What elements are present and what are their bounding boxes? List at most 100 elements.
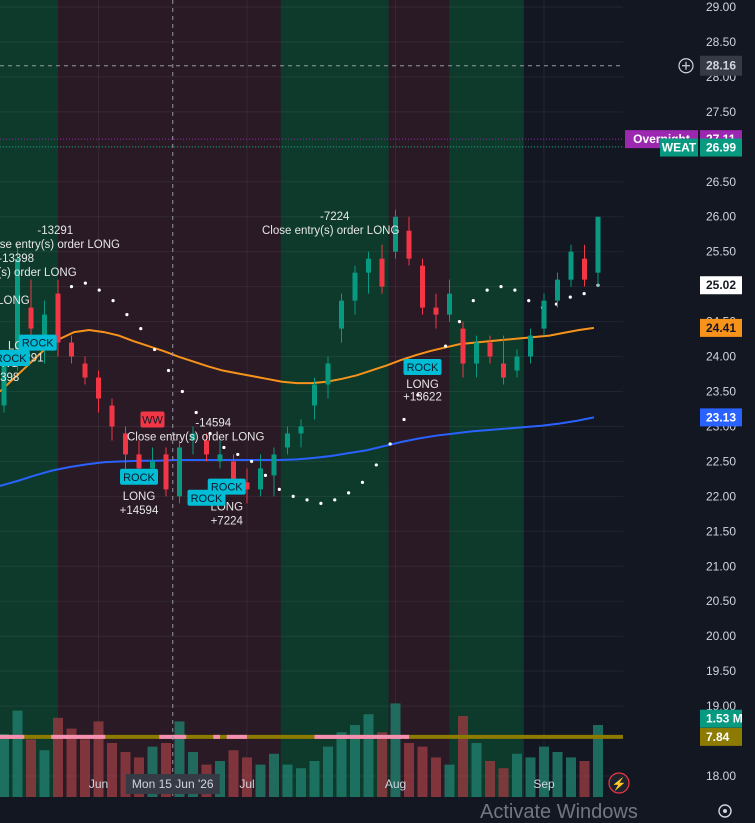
crosshair bbox=[0, 0, 678, 797]
sar-dot bbox=[153, 347, 157, 352]
volume-bar bbox=[282, 764, 293, 797]
candle-body bbox=[298, 426, 304, 434]
price-tag-value: 23.13 bbox=[706, 410, 736, 424]
sar-dot bbox=[347, 491, 351, 495]
zone-green bbox=[280, 0, 389, 797]
volume-bar bbox=[350, 725, 360, 797]
candle-body bbox=[163, 454, 169, 490]
volume-bars bbox=[0, 703, 603, 797]
candle-body bbox=[528, 335, 533, 357]
sar-dot bbox=[69, 285, 74, 289]
misc: ⚡ Activate Windows bbox=[480, 772, 732, 823]
volume-bar bbox=[215, 761, 225, 797]
indicator-strip-segment bbox=[314, 734, 409, 739]
sar-dot bbox=[277, 487, 281, 491]
sar-dot bbox=[194, 410, 198, 415]
price-tag-value-box bbox=[700, 408, 742, 427]
candle-body bbox=[217, 454, 223, 462]
volume-bar bbox=[498, 768, 509, 797]
price-tick-label: 21.00 bbox=[706, 559, 736, 573]
price-tag-value: 7.84 bbox=[706, 730, 730, 744]
windows-watermark: Activate Windows bbox=[480, 801, 638, 823]
volume-bar bbox=[161, 743, 171, 797]
price-tick-label: 18.00 bbox=[706, 769, 736, 783]
price-tick-label: 22.50 bbox=[706, 454, 736, 468]
sar-dot bbox=[582, 292, 586, 296]
indicator-strip-segment bbox=[213, 734, 220, 739]
volume-bar bbox=[107, 743, 117, 797]
sar-dot bbox=[471, 299, 475, 303]
sar-dot bbox=[305, 498, 309, 502]
price-tick-label: 29.00 bbox=[706, 0, 736, 14]
candle-body bbox=[514, 356, 520, 371]
lightning-glyph: ⚡ bbox=[612, 777, 627, 791]
zone-red bbox=[388, 0, 450, 797]
sar-dot bbox=[236, 452, 240, 457]
volume-bar bbox=[431, 757, 441, 797]
volume-bar bbox=[39, 750, 50, 797]
annotation-text: +13622 bbox=[403, 392, 442, 404]
price-tick-label: 19.50 bbox=[706, 664, 736, 678]
sar-dot bbox=[97, 288, 101, 292]
price-tick-label: 26.00 bbox=[706, 210, 736, 224]
indicator-strip-segment bbox=[226, 734, 247, 739]
lightning-icon[interactable] bbox=[608, 772, 630, 794]
candle-body bbox=[123, 433, 128, 455]
candle-body bbox=[136, 454, 142, 469]
ema-orange-line bbox=[0, 326, 595, 393]
rock-label-text: ROCK bbox=[0, 353, 27, 365]
settings-gear-icon-center bbox=[723, 809, 727, 813]
annotation-text: -13398 bbox=[0, 253, 34, 265]
rock-label-text: WW bbox=[142, 414, 163, 426]
price-tick-label: 20.50 bbox=[706, 594, 736, 608]
volume-bar bbox=[255, 764, 266, 797]
candle-body bbox=[271, 454, 277, 476]
candle-body bbox=[406, 230, 412, 259]
settings-gear-icon[interactable] bbox=[718, 804, 732, 818]
rock-label-text: ROCK bbox=[22, 338, 54, 350]
price-tag-name: WEAT bbox=[662, 141, 697, 155]
add-alert-icon bbox=[678, 58, 694, 74]
candle-body bbox=[352, 272, 358, 301]
candle-body bbox=[420, 265, 425, 308]
rock-label-box bbox=[0, 349, 30, 366]
volume-bar bbox=[53, 717, 63, 797]
volume-bar bbox=[579, 761, 590, 797]
zone-green bbox=[0, 0, 58, 797]
volume-bar bbox=[66, 728, 77, 797]
candle-body bbox=[109, 405, 115, 427]
volume-bar bbox=[80, 739, 90, 797]
volume-bar bbox=[26, 739, 36, 797]
volume-bar bbox=[242, 757, 252, 797]
price-tag-value: 24.41 bbox=[706, 321, 736, 335]
price-tick-label: 28.50 bbox=[706, 35, 736, 49]
crosshair-price-box bbox=[700, 55, 742, 76]
grid bbox=[0, 0, 623, 797]
volume-bar bbox=[471, 743, 482, 797]
volume-bar bbox=[296, 768, 306, 797]
annotation-text: +14594 bbox=[120, 505, 159, 517]
price-tick-label: 19.00 bbox=[706, 699, 736, 713]
time-tick-label: Jun bbox=[89, 777, 108, 791]
sar-dot bbox=[125, 313, 129, 317]
candle-body bbox=[55, 293, 61, 343]
indicator-strip bbox=[0, 734, 623, 739]
volume-bar bbox=[93, 721, 104, 797]
sar-dot bbox=[360, 480, 365, 484]
candle-body bbox=[204, 440, 209, 455]
candle-body bbox=[366, 258, 371, 273]
volume-bar bbox=[444, 764, 455, 797]
annotation-text: er LONG bbox=[0, 295, 30, 307]
volume-bar bbox=[417, 746, 428, 797]
annotation-text: LONG bbox=[210, 501, 243, 513]
sar-dot bbox=[83, 281, 87, 285]
candle-body bbox=[258, 468, 263, 490]
candle-body bbox=[1, 356, 7, 406]
crosshair-date-box bbox=[125, 774, 220, 794]
sar-dot bbox=[402, 417, 406, 422]
candle-body bbox=[339, 300, 344, 329]
rock-label-text: ROCK bbox=[407, 362, 439, 374]
candle-body bbox=[541, 300, 547, 329]
candle-body bbox=[177, 447, 182, 497]
